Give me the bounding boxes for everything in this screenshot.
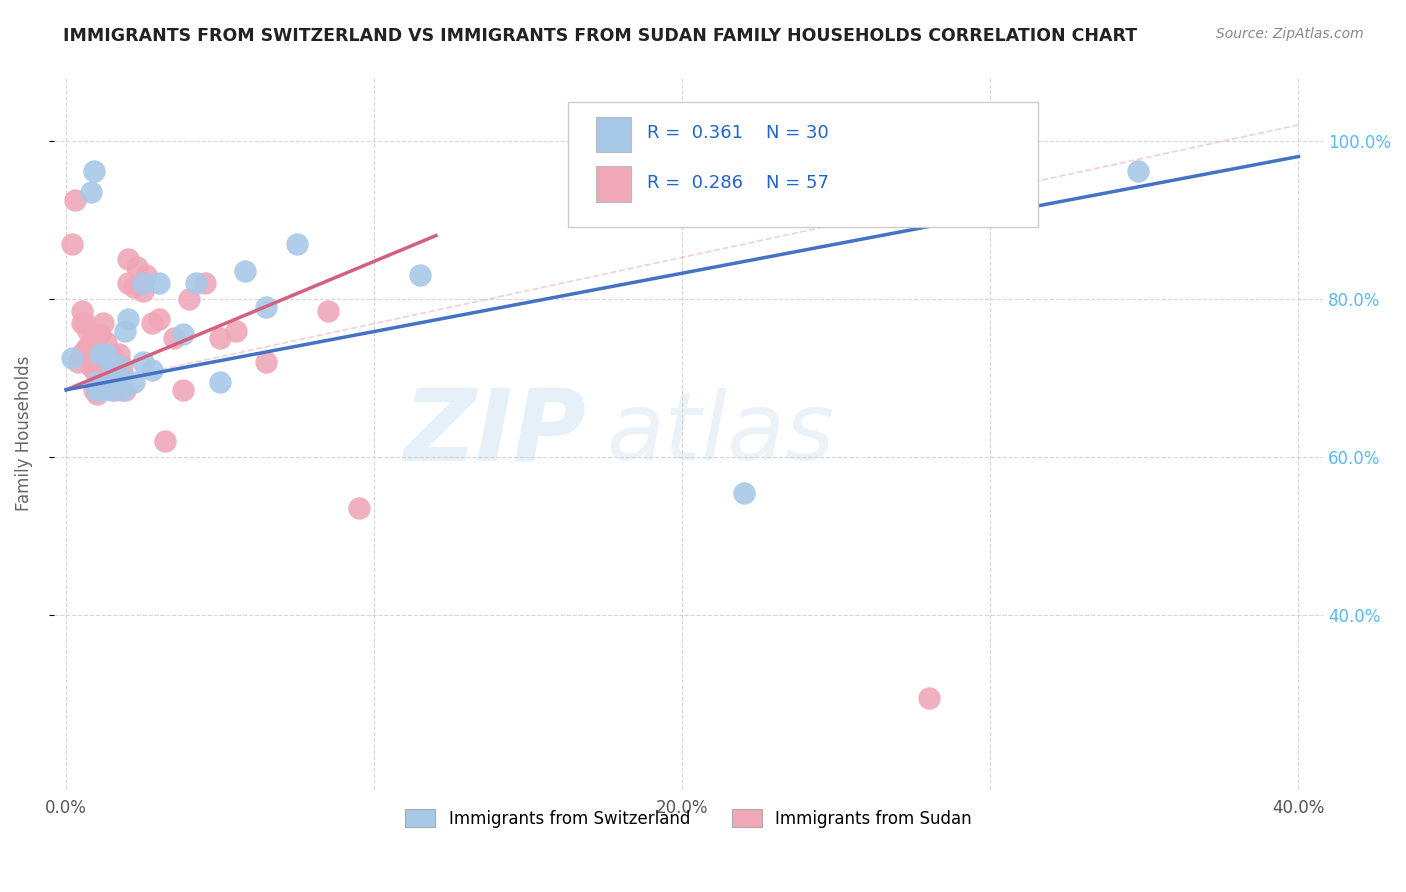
Point (184, 276, 207, 290)
Point (172, 327, 194, 342)
Point (83, 163, 105, 178)
Point (96, 347, 118, 361)
Point (132, 355, 155, 369)
Point (117, 252, 139, 267)
Point (65, 193, 87, 207)
Point (104, 359, 127, 373)
Point (172, 383, 194, 397)
Point (114, 383, 136, 397)
Point (1128, 163, 1150, 178)
Point (80, 185, 103, 199)
Point (254, 355, 277, 369)
Point (89, 383, 111, 397)
Point (117, 311, 139, 326)
Point (918, 691, 941, 706)
Point (132, 284, 155, 298)
Point (285, 236, 308, 251)
Point (132, 276, 155, 290)
Point (141, 316, 163, 330)
Point (233, 264, 256, 278)
Point (70, 347, 93, 361)
Point (153, 434, 176, 449)
Point (83, 383, 105, 397)
Legend: Immigrants from Switzerland, Immigrants from Sudan: Immigrants from Switzerland, Immigrants … (399, 803, 979, 834)
Point (117, 276, 139, 290)
Point (179, 292, 201, 306)
Point (98, 379, 121, 393)
Point (98, 359, 121, 373)
Point (194, 276, 217, 290)
Text: R =  0.286    N = 57: R = 0.286 N = 57 (647, 174, 828, 192)
Point (60, 236, 83, 251)
Point (60, 351, 83, 366)
Point (101, 351, 124, 366)
FancyBboxPatch shape (568, 103, 1038, 227)
Point (76, 324, 98, 338)
Point (80, 359, 103, 373)
Point (73, 316, 96, 330)
Point (91, 383, 114, 397)
Point (141, 363, 163, 377)
Point (225, 324, 247, 338)
Point (254, 300, 277, 314)
Point (80, 335, 103, 350)
Point (89, 347, 111, 361)
Point (409, 268, 432, 282)
Point (70, 303, 93, 318)
Bar (596, 117, 631, 153)
Point (104, 383, 127, 397)
Point (83, 335, 105, 350)
Point (86, 386, 108, 401)
Point (110, 367, 132, 381)
Point (70, 316, 93, 330)
Point (76, 347, 98, 361)
Point (122, 375, 145, 389)
Point (209, 375, 232, 389)
Point (98, 371, 121, 385)
Text: atlas: atlas (606, 388, 834, 479)
Point (107, 359, 129, 373)
Point (122, 280, 145, 294)
Point (89, 327, 111, 342)
Point (110, 359, 132, 373)
Point (86, 383, 108, 397)
Point (101, 347, 124, 361)
Point (67, 355, 90, 369)
Point (148, 276, 170, 290)
Point (86, 375, 108, 389)
Point (80, 347, 103, 361)
Point (101, 383, 124, 397)
Bar (596, 167, 631, 202)
Point (163, 331, 186, 345)
Point (86, 359, 108, 373)
Point (104, 355, 127, 369)
Point (73, 343, 96, 358)
Point (101, 359, 124, 373)
Point (209, 331, 232, 345)
Y-axis label: Family Households: Family Households (15, 356, 32, 511)
Point (733, 485, 755, 500)
Point (86, 363, 108, 377)
Point (83, 363, 105, 377)
Point (96, 367, 118, 381)
Point (316, 303, 339, 318)
Point (76, 339, 98, 353)
Point (96, 335, 118, 350)
Point (91, 316, 114, 330)
Point (86, 379, 108, 393)
Text: R =  0.361    N = 30: R = 0.361 N = 30 (647, 124, 828, 142)
Point (104, 375, 127, 389)
Point (135, 268, 157, 282)
Text: ZIP: ZIP (404, 384, 586, 482)
Text: IMMIGRANTS FROM SWITZERLAND VS IMMIGRANTS FROM SUDAN FAMILY HOUSEHOLDS CORRELATI: IMMIGRANTS FROM SWITZERLAND VS IMMIGRANT… (63, 27, 1137, 45)
Point (91, 355, 114, 369)
Point (114, 324, 136, 338)
Point (125, 260, 148, 275)
Point (148, 311, 170, 326)
Text: Source: ZipAtlas.com: Source: ZipAtlas.com (1216, 27, 1364, 41)
Point (110, 383, 132, 397)
Point (347, 501, 370, 516)
Point (107, 347, 129, 361)
